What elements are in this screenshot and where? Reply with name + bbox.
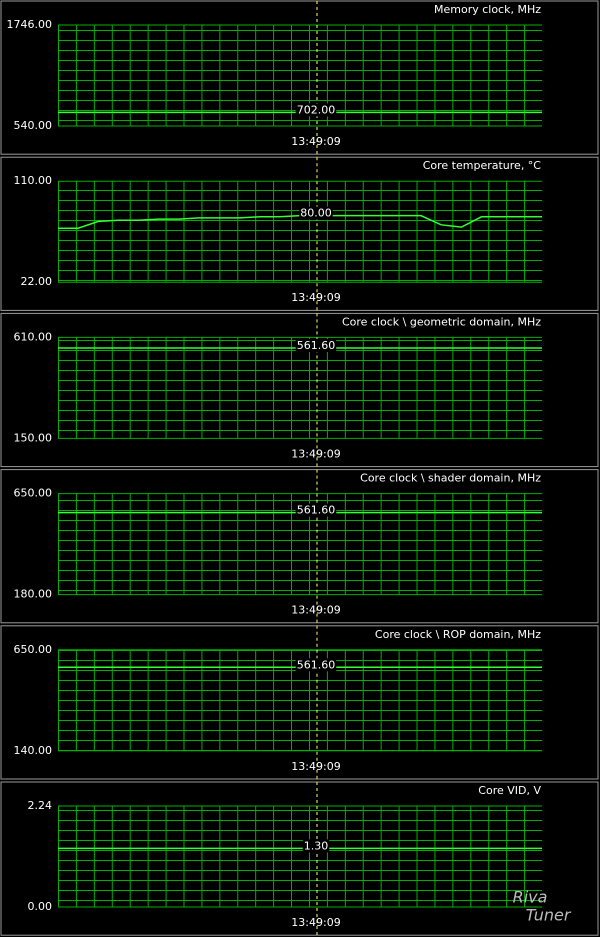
- y-tick-label: 22.00: [21, 275, 53, 288]
- cursor-value: 561.60: [297, 658, 336, 671]
- cursor-value: 561.60: [297, 339, 336, 352]
- cursor-value-bg: [295, 658, 337, 672]
- y-tick-label: 180.00: [14, 588, 53, 601]
- panel-title: Core clock \ ROP domain, MHz: [375, 628, 541, 641]
- grid: [58, 337, 542, 439]
- cursor-time: 13:49:09: [291, 604, 340, 617]
- cursor-time: 13:49:09: [291, 760, 340, 773]
- cursor-value-bg: [295, 103, 337, 117]
- grid: [58, 806, 542, 907]
- cursor-value: 80.00: [300, 207, 332, 220]
- cursor-value-bg: [299, 206, 333, 220]
- panel-title: Core temperature, °C: [423, 159, 542, 172]
- cursor-value-bg: [302, 839, 330, 853]
- watermark: Tuner: [526, 906, 572, 925]
- panel-title: Core clock \ geometric domain, MHz: [342, 315, 541, 328]
- cursor-value: 702.00: [297, 103, 336, 116]
- grid: [58, 181, 542, 283]
- panel-title: Memory clock, MHz: [434, 3, 541, 16]
- watermark: Riva: [513, 888, 548, 907]
- cursor-value-bg: [295, 339, 337, 353]
- cursor-value: 561.60: [297, 504, 336, 517]
- y-tick-label: 610.00: [14, 330, 53, 343]
- y-tick-label: 0.00: [28, 900, 53, 913]
- panel-title: Core clock \ shader domain, MHz: [360, 472, 541, 485]
- cursor-value-bg: [295, 503, 337, 517]
- cursor-time: 13:49:09: [291, 916, 340, 929]
- y-tick-label: 110.00: [14, 174, 53, 187]
- y-tick-label: 1746.00: [7, 18, 53, 31]
- y-tick-label: 650.00: [14, 643, 53, 656]
- cursor-time: 13:49:09: [291, 135, 340, 148]
- y-tick-label: 540.00: [14, 119, 53, 132]
- cursor-time: 13:49:09: [291, 447, 340, 460]
- y-tick-label: 650.00: [14, 487, 53, 500]
- cursor-value: 1.30: [304, 839, 329, 852]
- y-tick-label: 150.00: [14, 431, 53, 444]
- y-tick-label: 140.00: [14, 744, 53, 757]
- y-tick-label: 2.24: [28, 799, 53, 812]
- panel-title: Core VID, V: [478, 784, 541, 797]
- cursor-time: 13:49:09: [291, 291, 340, 304]
